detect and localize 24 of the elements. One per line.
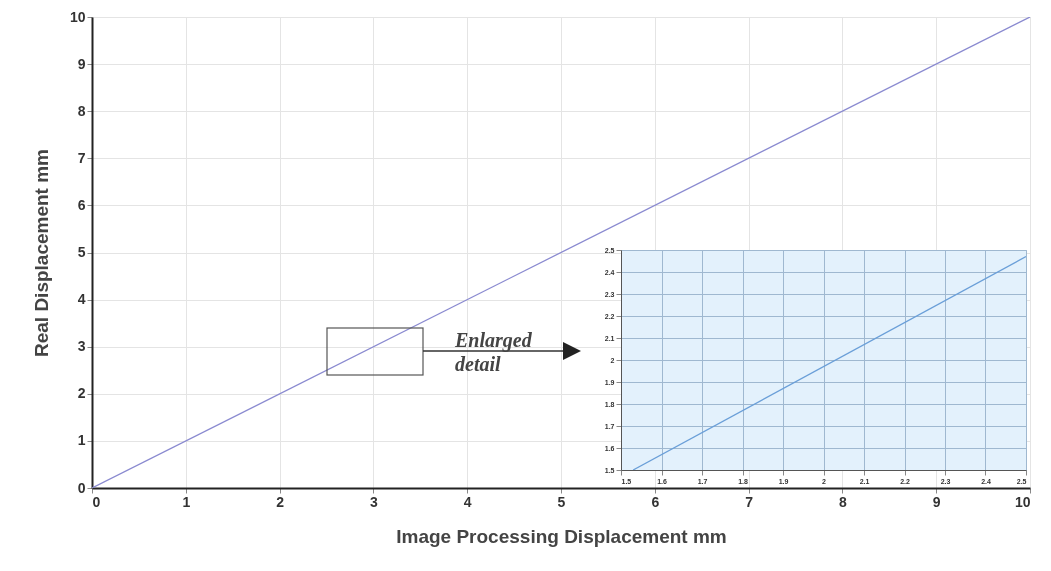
y-tick-label: 2 [77, 385, 86, 402]
y-axis-title: Real Displacement mm [30, 148, 52, 358]
x-tick-label: 5 [557, 493, 566, 510]
x-tick-label: 3 [370, 493, 378, 510]
x-axis-title: Image Processing Displacement mm [396, 525, 727, 547]
y-tick-label: 5 [77, 244, 86, 260]
x-tick-label: 1 [182, 493, 191, 510]
y-tick-label: 7 [77, 149, 86, 166]
y-tick-label: 4 [77, 291, 86, 308]
y-tick-label: 9 [77, 55, 86, 72]
x-tick-label: 7 [745, 493, 754, 510]
x-tick-label: 10 [1014, 493, 1031, 510]
x-tick-label: 0 [92, 493, 101, 510]
y-tick-label: 10 [69, 8, 86, 25]
x-tick-label: 9 [932, 493, 941, 510]
y-tick-label: 3 [77, 338, 86, 355]
x-tick-label: 4 [463, 493, 472, 510]
y-tick-label: 1 [77, 432, 86, 449]
annotation: Enlarged detail [455, 328, 533, 376]
x-tick-label: 2 [276, 493, 285, 510]
x-tick-label: 8 [839, 493, 847, 510]
y-tick-label: 8 [77, 102, 86, 119]
y-tick-label: 6 [77, 196, 86, 213]
x-tick-label: 6 [651, 493, 660, 510]
